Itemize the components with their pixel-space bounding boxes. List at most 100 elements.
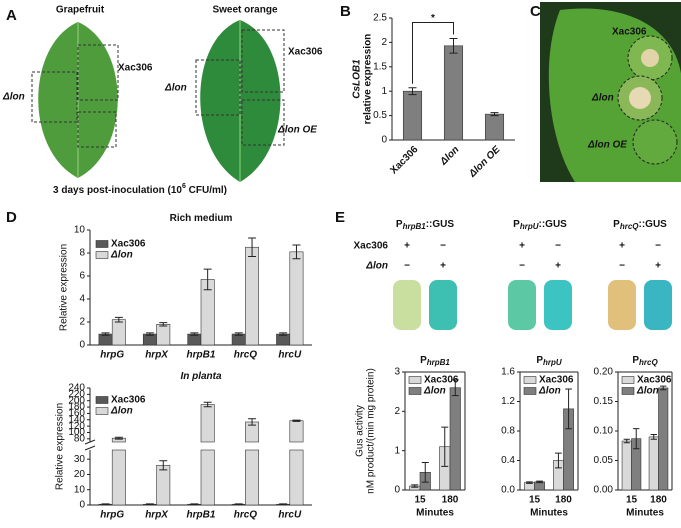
legend-label: Xac306	[539, 375, 574, 386]
error-bar	[292, 244, 301, 260]
error-bar	[490, 112, 499, 117]
row-label: Xac306	[354, 241, 389, 252]
y-tick-label: 0.20	[594, 367, 614, 378]
panel-letter: E	[335, 209, 345, 226]
x-tick-label: hrcQ	[234, 350, 258, 361]
tube-photo	[393, 280, 672, 330]
chart-title-text: P	[632, 355, 639, 366]
sign: +	[619, 241, 625, 252]
bar	[156, 323, 171, 346]
error-bar	[411, 484, 419, 488]
host-label: Grapefruit	[56, 5, 105, 16]
x-tick-label: hrcU	[278, 350, 302, 361]
construct-p: P	[613, 219, 620, 230]
legend-swatch	[621, 387, 635, 395]
leaf-photo	[195, 20, 285, 182]
legend-label: Δlon	[538, 386, 561, 397]
bar	[289, 449, 304, 506]
bar	[648, 436, 659, 491]
error-bar	[650, 434, 657, 440]
error-bar	[526, 481, 533, 484]
legend-label: Δlon	[636, 386, 659, 397]
strain-label: Δlon	[591, 93, 614, 104]
y-tick-label: 180	[68, 402, 85, 413]
bar	[289, 251, 304, 346]
caption-sup: 6	[182, 183, 186, 190]
bar	[658, 387, 669, 491]
x-tick-label: hrpB1	[187, 510, 216, 521]
y-tick-label: 1.6	[501, 367, 515, 378]
x-axis-label: Minutes	[416, 508, 454, 519]
error-bar	[234, 332, 243, 336]
chart-title: PhrcQ	[632, 355, 658, 367]
y-tick-label: 0	[381, 135, 387, 146]
sign: +	[555, 261, 561, 272]
y-tick-label: 3	[394, 367, 400, 378]
y-tick-label: 160	[68, 408, 85, 419]
construct-label: PhrcQ::GUS	[613, 219, 667, 231]
chart-title-sub: hrcQ	[639, 358, 658, 367]
x-tick-label: Δlon OE	[466, 144, 502, 180]
bar	[621, 440, 632, 491]
y-tick-label: 0.5	[373, 110, 387, 121]
y-axis-label: relative expression	[363, 34, 374, 125]
sign: +	[655, 261, 661, 272]
sign: +	[519, 241, 525, 252]
error-bar	[145, 332, 154, 336]
bar	[245, 449, 260, 506]
bar	[402, 90, 423, 141]
chart-title-text: Rich medium	[170, 213, 233, 224]
construct-p: P	[513, 219, 520, 230]
error-bar	[451, 379, 459, 397]
y-tick-label: 1	[394, 445, 400, 456]
y-tick-label: 1.5	[373, 61, 387, 72]
strain-label: Δlon OE	[277, 125, 317, 136]
y-tick-label: 2	[394, 406, 400, 417]
caption: 3 days post-inoculation (106 CFU/ml)	[53, 183, 227, 196]
legend-label: Xac306	[424, 375, 459, 386]
x-axis-label: Minutes	[530, 508, 568, 519]
error-bar	[101, 332, 110, 336]
construct-label: PhrpU::GUS	[513, 219, 567, 231]
error-bar	[190, 503, 199, 506]
y-axis-label: Relative expression	[59, 244, 70, 331]
x-tick-label: Xac306	[388, 144, 420, 176]
y-tick-label: 120	[68, 421, 85, 432]
error-bar	[234, 503, 243, 506]
x-axis-label: Minutes	[626, 508, 664, 519]
y-axis-label: Gus activity	[355, 405, 366, 457]
legend-swatch	[95, 251, 109, 259]
y-tick-label: 2	[79, 317, 85, 328]
strain-label: Xac306	[118, 63, 153, 74]
legend-label: Δlon	[423, 386, 446, 397]
error-bar	[159, 322, 168, 327]
strain-label: Xac306	[288, 47, 323, 58]
strain-label: Δlon	[164, 83, 187, 94]
y-tick-label: 220	[68, 389, 85, 400]
y-tick-label: 0	[394, 485, 400, 496]
panel-letter: D	[6, 209, 17, 226]
panel-letter: A	[6, 7, 17, 24]
chart-title-text: P	[420, 355, 427, 366]
error-bar	[555, 452, 562, 469]
y-tick-label: 30	[74, 454, 86, 465]
y-axis-label: nM product/(min mg protein)	[366, 368, 377, 494]
y-tick-label: 140	[68, 414, 85, 425]
error-bar	[633, 428, 640, 450]
x-tick-label: 180	[442, 495, 459, 506]
bar	[449, 387, 461, 491]
row-label: Δlon	[365, 261, 388, 272]
x-tick-label: 180	[555, 495, 572, 506]
x-tick-label: Δlon	[438, 144, 462, 168]
axis-break	[84, 439, 96, 451]
panel-letter: C	[530, 3, 541, 20]
x-tick-label: 15	[529, 495, 541, 506]
bar	[111, 319, 126, 346]
y-tick-label: 0	[79, 340, 85, 351]
y-tick-label: 10	[74, 484, 86, 495]
legend-swatch	[523, 387, 537, 395]
error-bar	[248, 418, 257, 426]
error-bar	[203, 268, 212, 291]
y-tick-label: 0.00	[594, 485, 614, 496]
construct-sub: hrpU	[520, 222, 539, 231]
